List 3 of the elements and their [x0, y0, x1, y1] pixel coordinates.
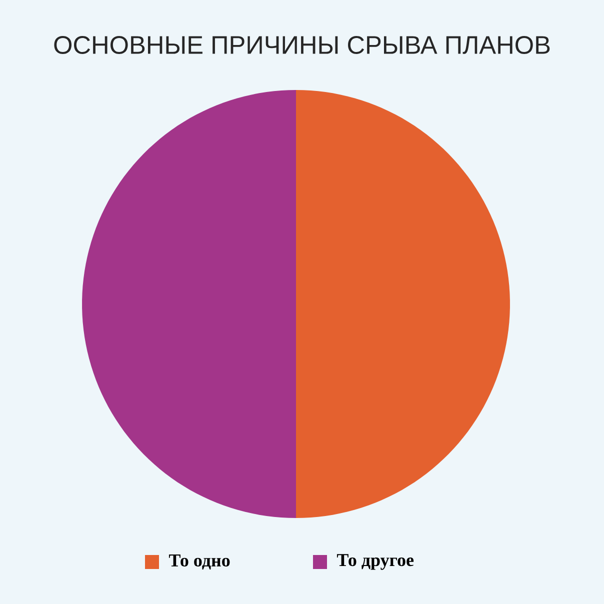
chart-title: ОСНОВНЫЕ ПРИЧИНЫ СРЫВА ПЛАНОВ: [54, 36, 550, 54]
legend-label: То другое: [336, 554, 414, 570]
legend-label: То одно: [168, 554, 230, 570]
